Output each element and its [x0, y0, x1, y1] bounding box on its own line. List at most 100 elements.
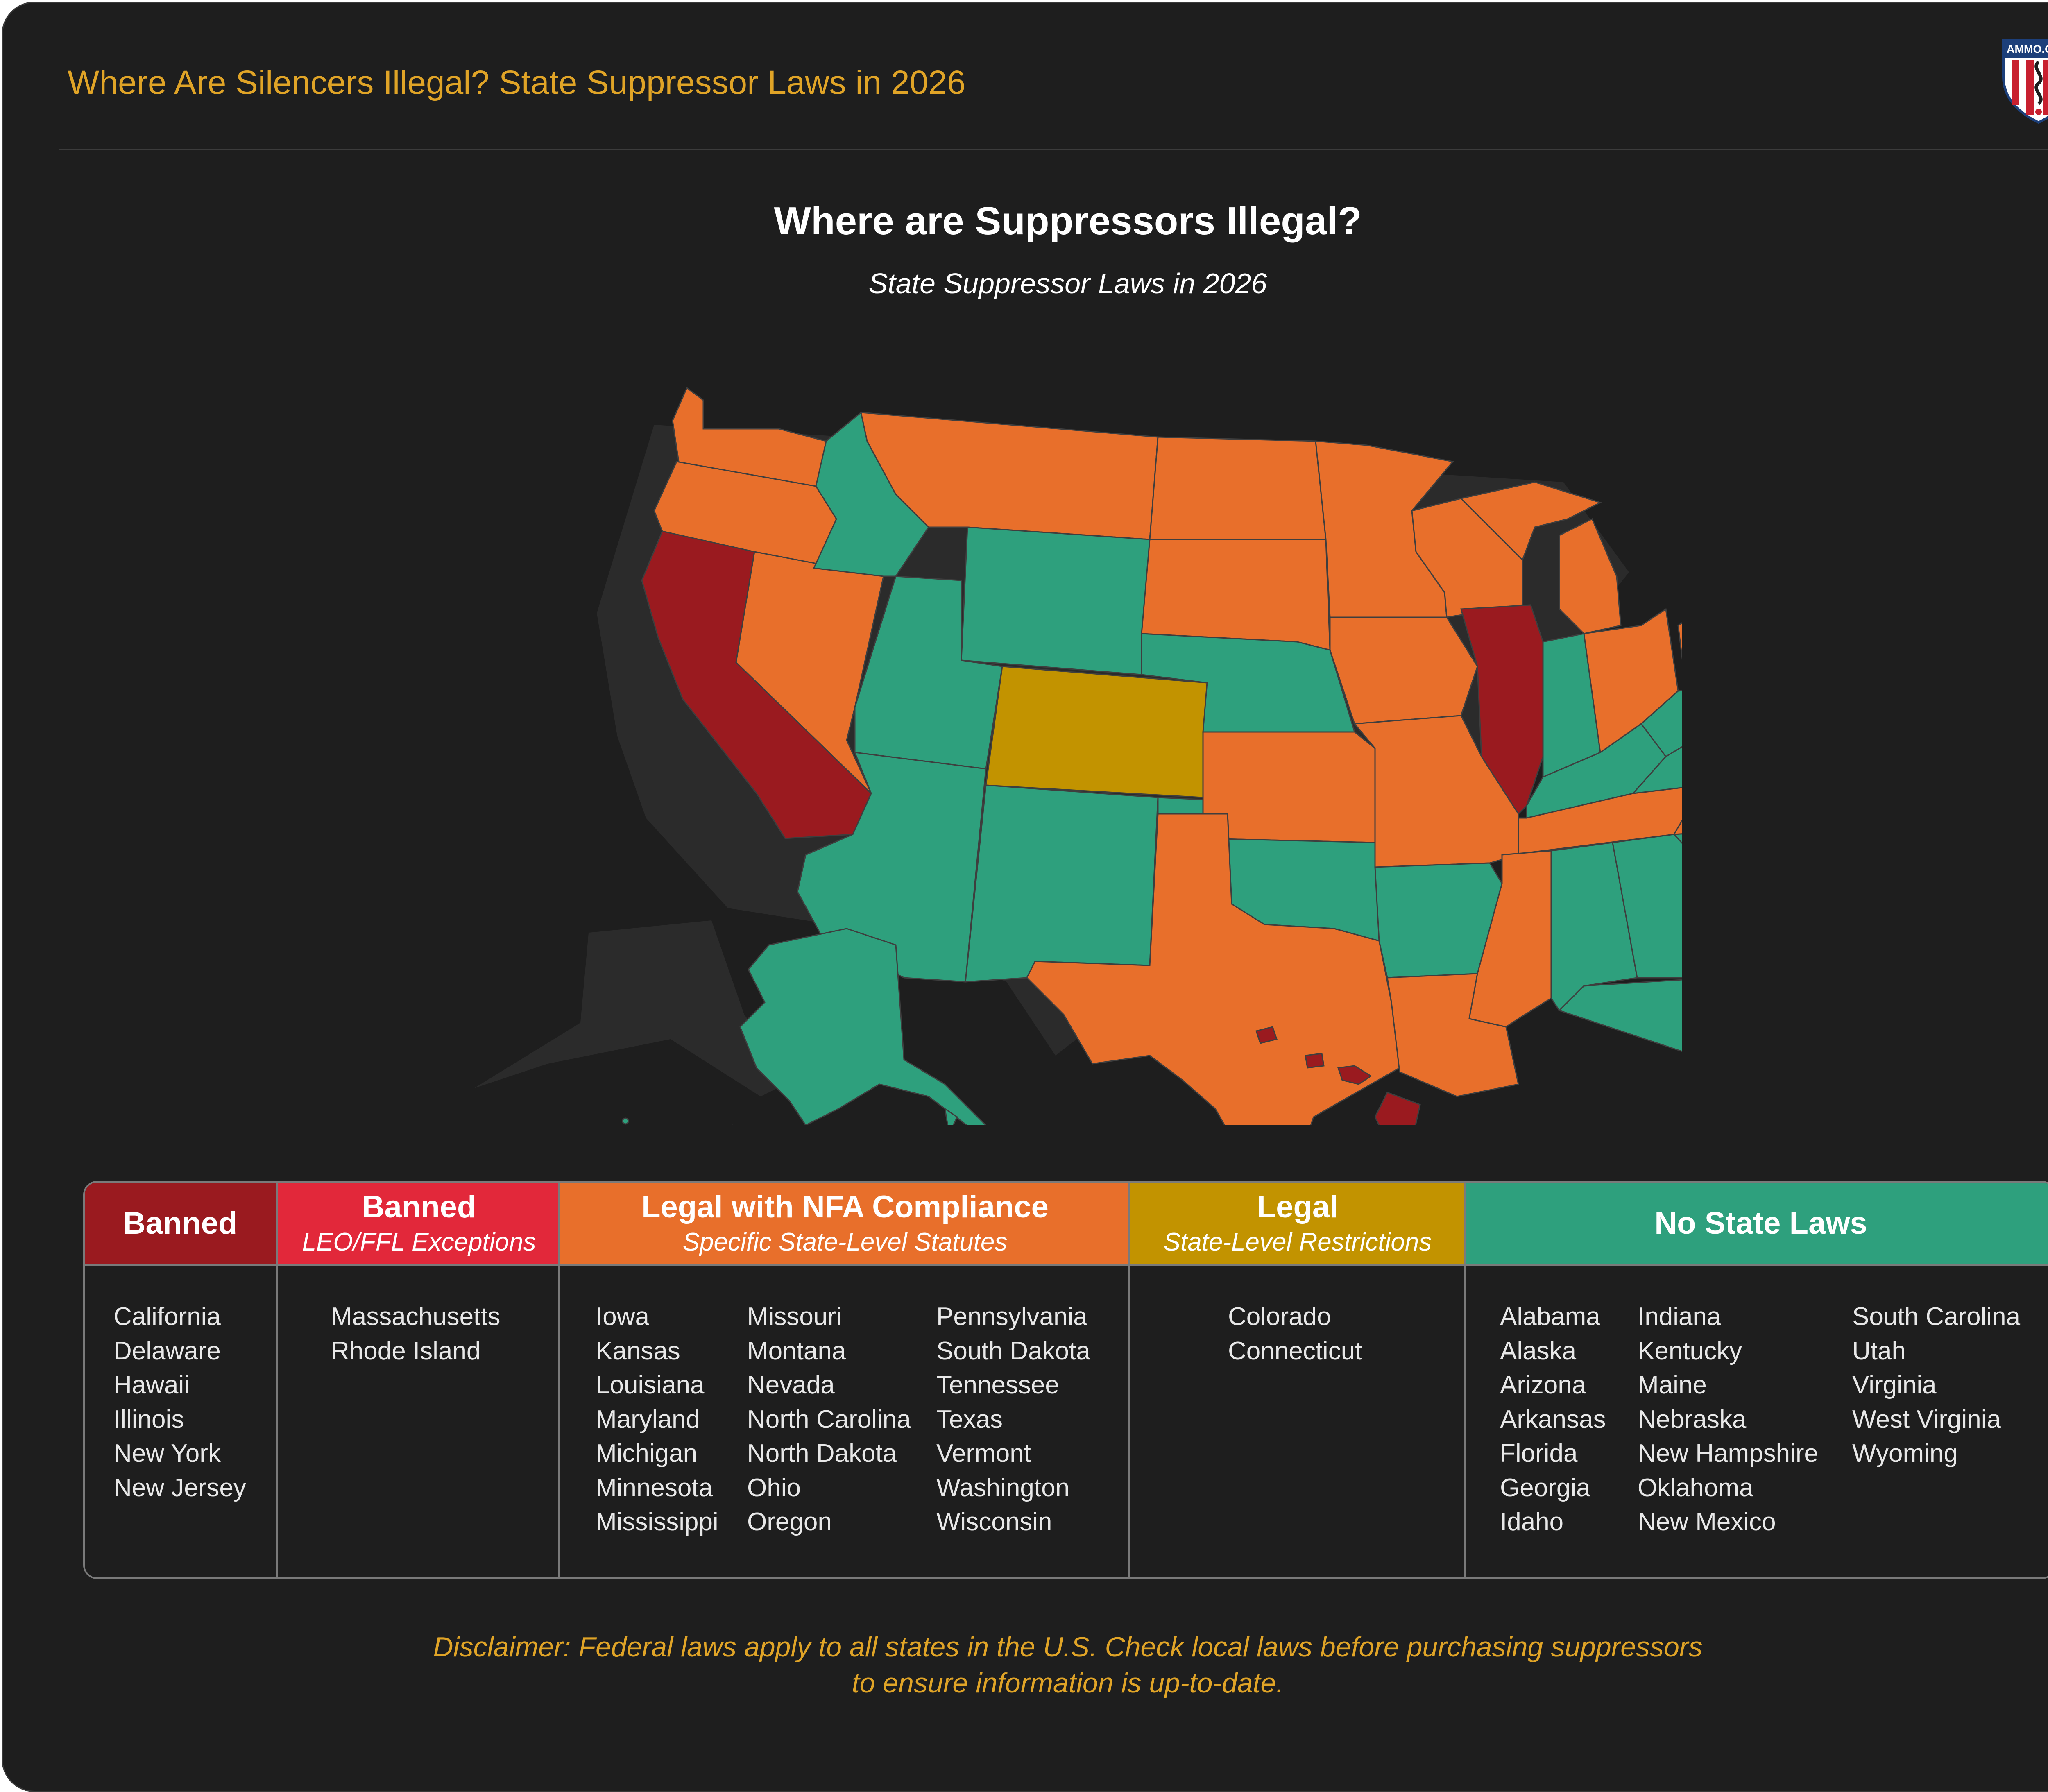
list-item: Missouri	[747, 1303, 842, 1331]
legend-column-nfa: Legal with NFA Compliance Specific State…	[558, 1183, 1130, 1577]
state-south-dakota	[1141, 539, 1331, 651]
list-item: North Carolina	[747, 1405, 911, 1434]
list-item: Wisconsin	[936, 1508, 1052, 1536]
map-subtitle: State Suppressor Laws in 2026	[868, 267, 1267, 299]
list-item: New York	[113, 1439, 221, 1468]
state-south-carolina	[1672, 833, 1682, 844]
state-north-carolina	[1673, 819, 1682, 835]
state-list: Missouri Montana Nevada North Carolina N…	[747, 1300, 911, 1539]
list-item: Idaho	[1500, 1508, 1564, 1536]
list-item: North Dakota	[747, 1439, 897, 1468]
legend-header-subtitle: LEO/FFL Exceptions	[302, 1228, 536, 1256]
disclaimer-line-1: Disclaimer: Federal laws apply to all st…	[433, 1631, 1703, 1663]
list-item: Kansas	[596, 1337, 680, 1365]
legend-table: Banned California Delaware Hawaii Illino…	[83, 1181, 2048, 1579]
legend-header-title: Legal with NFA Compliance	[641, 1189, 1049, 1224]
state-list: California Delaware Hawaii Illinois New …	[113, 1300, 246, 1505]
state-florida	[1558, 979, 1682, 1053]
state-list: South Carolina Utah Virginia West Virgin…	[1852, 1300, 2020, 1471]
list-item: Indiana	[1638, 1303, 1721, 1331]
list-item: New Hampshire	[1638, 1439, 1819, 1468]
state-list: Iowa Kansas Louisiana Maryland Michigan …	[596, 1300, 718, 1539]
list-item: Iowa	[596, 1303, 649, 1331]
header-title: Where Are Silencers Illegal? State Suppr…	[68, 64, 966, 101]
disclaimer-line-2: to ensure information is up-to-date.	[852, 1667, 1284, 1699]
state-list: Alabama Alaska Arizona Arkansas Florida …	[1500, 1300, 1606, 1539]
legend-column-legal-restrictions: Legal State-Level Restrictions Colorado …	[1128, 1183, 1466, 1577]
list-item: South Carolina	[1852, 1303, 2021, 1331]
list-item: Connecticut	[1228, 1337, 1362, 1365]
list-item: Ohio	[747, 1473, 801, 1502]
state-list: Indiana Kentucky Maine Nebraska New Hamp…	[1638, 1300, 1818, 1539]
legend-header-banned-exceptions: Banned LEO/FFL Exceptions	[278, 1183, 560, 1266]
state-list: Colorado Connecticut	[1228, 1300, 1362, 1368]
state-kansas	[1202, 731, 1376, 843]
list-item: New Mexico	[1638, 1508, 1776, 1536]
list-item: South Dakota	[936, 1337, 1090, 1365]
list-item: Montana	[747, 1337, 846, 1365]
legend-header-nfa: Legal with NFA Compliance Specific State…	[560, 1183, 1130, 1266]
header-divider	[59, 149, 2048, 150]
state-colorado	[985, 666, 1208, 798]
legend-header-title: No State Laws	[1654, 1206, 1867, 1241]
list-item: Arizona	[1500, 1371, 1586, 1399]
list-item: Illinois	[113, 1405, 184, 1434]
list-item: Rhode Island	[331, 1337, 481, 1365]
list-item: Nevada	[747, 1371, 835, 1399]
state-texas	[1026, 813, 1400, 1125]
list-item: West Virginia	[1852, 1405, 2001, 1434]
legend-column-banned: Banned California Delaware Hawaii Illino…	[85, 1183, 276, 1577]
list-item: Tennessee	[936, 1371, 1059, 1399]
list-item: California	[113, 1303, 221, 1331]
state-new-mexico	[965, 784, 1159, 983]
ammo-com-shield-logo: AMMO.COM	[2002, 39, 2048, 124]
list-item: Maryland	[596, 1405, 700, 1434]
list-item: Delaware	[113, 1337, 221, 1365]
state-hawaii	[1255, 1026, 1421, 1125]
state-pennsylvania	[1677, 622, 1682, 664]
list-item: Minnesota	[596, 1473, 713, 1502]
legend-header-no-state-laws: No State Laws	[1466, 1183, 2048, 1266]
list-item: Utah	[1852, 1337, 1906, 1365]
list-item: Pennsylvania	[936, 1303, 1087, 1331]
list-item: Nebraska	[1638, 1405, 1747, 1434]
state-alaska	[622, 928, 987, 1125]
state-utah	[854, 575, 1003, 770]
list-item: Maine	[1638, 1371, 1707, 1399]
state-michigan	[1460, 481, 1622, 634]
state-iowa	[1329, 616, 1478, 725]
list-item: Vermont	[936, 1439, 1031, 1468]
state-wyoming	[961, 526, 1151, 675]
list-item: Massachusetts	[331, 1303, 501, 1331]
legend-header-subtitle: Specific State-Level Statutes	[682, 1228, 1008, 1256]
list-item: Alaska	[1500, 1337, 1577, 1365]
legend-column-banned-exceptions: Banned LEO/FFL Exceptions Massachusetts …	[276, 1183, 560, 1577]
list-item: Georgia	[1500, 1473, 1590, 1502]
us-states-map	[474, 387, 1682, 1125]
list-item: Kentucky	[1638, 1337, 1742, 1365]
state-list: Pennsylvania South Dakota Tennessee Texa…	[936, 1300, 1090, 1539]
list-item: Washington	[936, 1473, 1070, 1502]
legend-header-title: Legal	[1257, 1189, 1339, 1224]
list-item: Alabama	[1500, 1303, 1600, 1331]
legend-column-no-state-laws: No State Laws Alabama Alaska Arizona Ark…	[1464, 1183, 2048, 1577]
list-item: Hawaii	[113, 1371, 190, 1399]
state-georgia	[1612, 834, 1682, 979]
list-item: Louisiana	[596, 1371, 705, 1399]
logo-text: AMMO.COM	[2007, 43, 2048, 55]
state-list: Massachusetts Rhode Island	[331, 1300, 501, 1368]
disclaimer: Disclaimer: Federal laws apply to all st…	[3, 1629, 2048, 1701]
list-item: Virginia	[1852, 1371, 1937, 1399]
legend-header-subtitle: State-Level Restrictions	[1163, 1228, 1432, 1256]
list-item: Texas	[936, 1405, 1003, 1434]
list-item: Florida	[1500, 1439, 1578, 1468]
list-item: Arkansas	[1500, 1405, 1606, 1434]
legend-header-legal-restrictions: Legal State-Level Restrictions	[1130, 1183, 1466, 1266]
state-arizona	[797, 752, 987, 983]
list-item: Oklahoma	[1638, 1473, 1753, 1502]
state-west-virginia	[1640, 690, 1682, 757]
list-item: Mississippi	[596, 1508, 718, 1536]
list-item: Oregon	[747, 1508, 832, 1536]
list-item: Colorado	[1228, 1303, 1331, 1331]
